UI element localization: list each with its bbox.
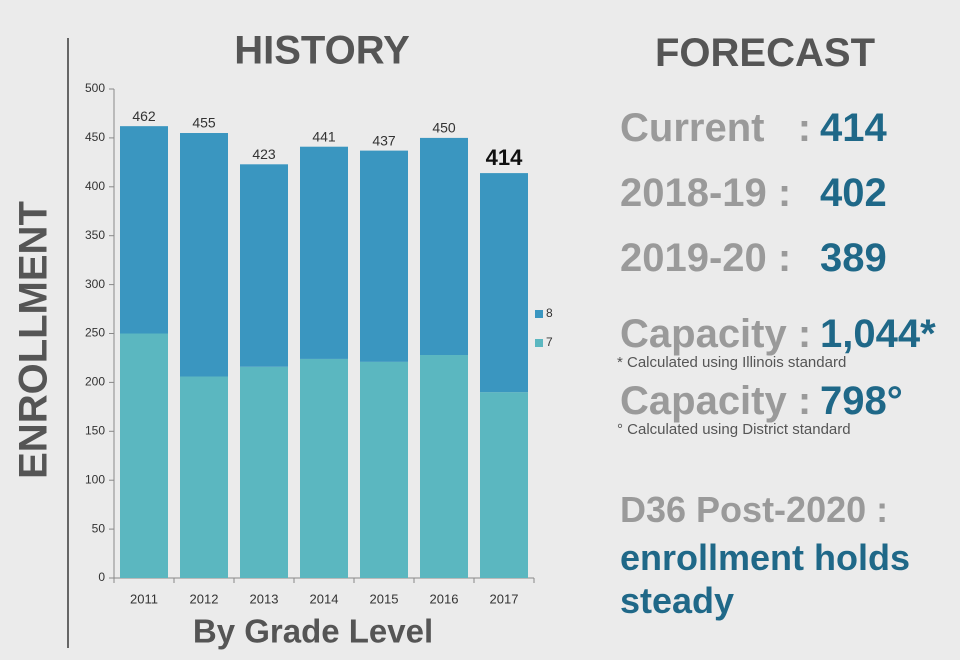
total-label: 423	[252, 146, 276, 162]
bar-segment	[420, 355, 468, 578]
y-tick-label: 350	[85, 228, 105, 242]
x-tick-label: 2015	[370, 591, 399, 606]
legend-swatch	[535, 339, 543, 347]
bar-segment	[120, 126, 168, 334]
bar-segment	[420, 137, 468, 356]
x-tick-label: 2017	[490, 591, 519, 606]
bar-segment	[480, 173, 528, 393]
chart-title: HISTORY	[234, 29, 410, 73]
forecast-label: Capacity :	[620, 379, 812, 423]
legend-label: 8	[546, 306, 553, 320]
y-tick-label: 100	[85, 472, 105, 486]
footnote: * Calculated using Illinois standard	[617, 354, 847, 371]
legend-label: 7	[546, 335, 553, 349]
footnote: ° Calculated using District standard	[617, 421, 851, 438]
bar-segment	[120, 333, 168, 578]
y-tick-label: 0	[98, 570, 105, 584]
bar-segment	[180, 133, 228, 377]
y-tick-label: 50	[92, 521, 106, 535]
y-tick-label: 250	[85, 326, 105, 340]
bar-segment	[180, 376, 228, 578]
total-label: 414	[486, 145, 523, 170]
forecast-value: 414	[820, 106, 887, 150]
forecast-value: 389	[820, 236, 887, 280]
total-label: 441	[312, 128, 336, 144]
bar-segment	[300, 146, 348, 359]
total-label: 450	[432, 120, 456, 136]
x-axis-label: By Grade Level	[193, 613, 433, 650]
bar-segment	[360, 150, 408, 362]
bar-segment	[480, 392, 528, 578]
forecast-value: 402	[820, 171, 887, 215]
forecast-value: 1,044*	[820, 312, 936, 356]
y-tick-label: 150	[85, 423, 105, 437]
forecast-label: 2019-20 :	[620, 236, 792, 280]
bar-segment	[240, 164, 288, 367]
bar-segment	[240, 366, 288, 578]
forecast-value: 798°	[820, 379, 903, 423]
x-tick-label: 2012	[190, 591, 219, 606]
y-tick-label: 400	[85, 179, 105, 193]
bar-segment	[360, 361, 408, 578]
total-label: 455	[192, 115, 216, 131]
conclusion-text: enrollment holds steady	[620, 537, 911, 622]
y-tick-label: 500	[85, 81, 105, 95]
y-tick-label: 450	[85, 130, 105, 144]
forecast-label: 2018-19 :	[620, 171, 792, 215]
x-tick-label: 2013	[250, 591, 279, 606]
forecast-label: Current :	[620, 106, 812, 150]
conclusion-label: D36 Post-2020 :	[620, 489, 889, 530]
x-tick-label: 2016	[430, 591, 459, 606]
total-label: 462	[132, 108, 156, 124]
y-axis-label: ENROLLMENT	[12, 201, 56, 479]
y-tick-label: 300	[85, 277, 105, 291]
x-tick-label: 2011	[130, 591, 158, 606]
bar-segment	[300, 358, 348, 578]
forecast-label: Capacity :	[620, 312, 812, 356]
legend-swatch	[535, 310, 543, 318]
total-label: 437	[372, 132, 396, 148]
y-tick-label: 200	[85, 375, 105, 389]
x-tick-label: 2014	[310, 591, 339, 606]
forecast-title: FORECAST	[655, 31, 875, 75]
